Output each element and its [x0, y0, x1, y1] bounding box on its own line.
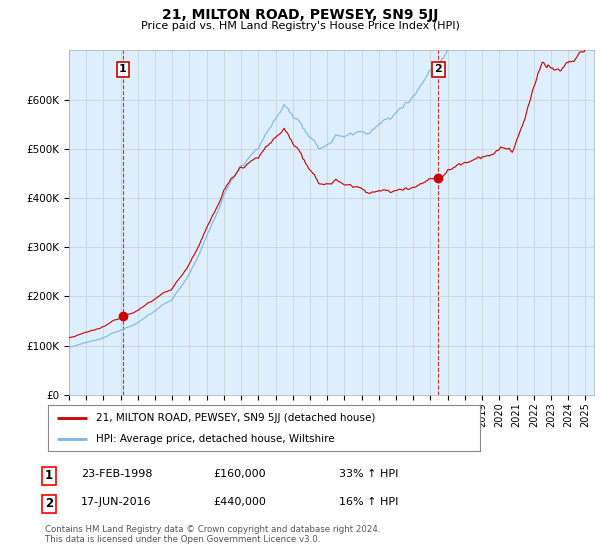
Text: 21, MILTON ROAD, PEWSEY, SN9 5JJ (detached house): 21, MILTON ROAD, PEWSEY, SN9 5JJ (detach…	[95, 413, 375, 423]
Text: Contains HM Land Registry data © Crown copyright and database right 2024.
This d: Contains HM Land Registry data © Crown c…	[45, 525, 380, 544]
Text: 1: 1	[119, 64, 127, 74]
Text: Price paid vs. HM Land Registry's House Price Index (HPI): Price paid vs. HM Land Registry's House …	[140, 21, 460, 31]
Text: £160,000: £160,000	[213, 469, 266, 479]
Text: 1: 1	[45, 469, 53, 482]
Text: 2: 2	[45, 497, 53, 510]
Text: 33% ↑ HPI: 33% ↑ HPI	[339, 469, 398, 479]
Text: £440,000: £440,000	[213, 497, 266, 507]
Text: HPI: Average price, detached house, Wiltshire: HPI: Average price, detached house, Wilt…	[95, 435, 334, 444]
Text: 16% ↑ HPI: 16% ↑ HPI	[339, 497, 398, 507]
Text: 23-FEB-1998: 23-FEB-1998	[81, 469, 152, 479]
Text: 17-JUN-2016: 17-JUN-2016	[81, 497, 152, 507]
Text: 21, MILTON ROAD, PEWSEY, SN9 5JJ: 21, MILTON ROAD, PEWSEY, SN9 5JJ	[162, 8, 438, 22]
Text: 2: 2	[434, 64, 442, 74]
